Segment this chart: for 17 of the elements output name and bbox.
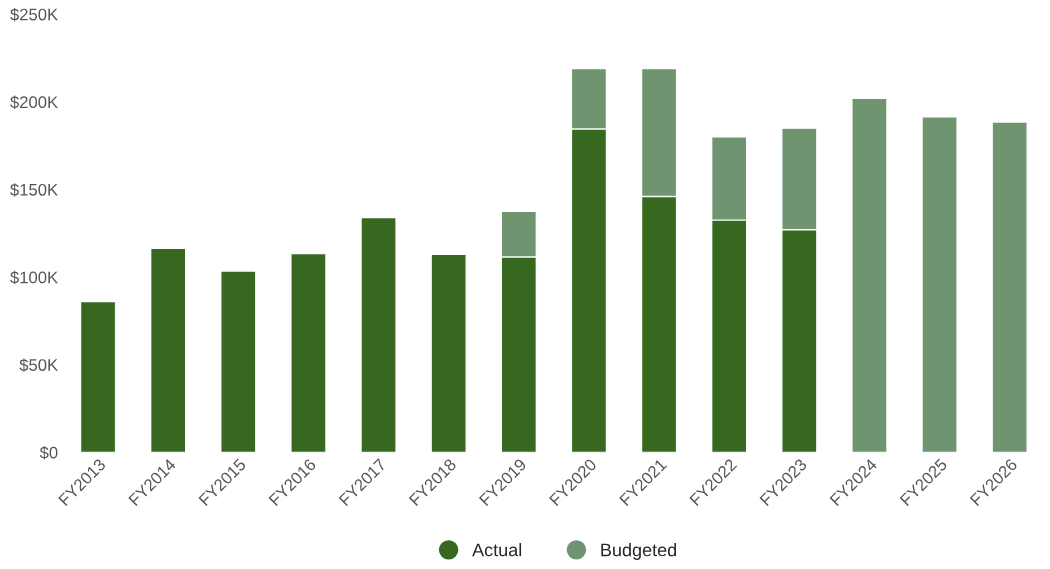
bar xyxy=(79,300,117,453)
bar xyxy=(430,253,467,453)
y-tick-label: $100K xyxy=(10,270,58,285)
bar xyxy=(991,121,1028,453)
legend-label: Budgeted xyxy=(601,543,677,560)
bar xyxy=(290,252,327,453)
bar xyxy=(851,97,888,453)
y-tick-label: $150K xyxy=(10,183,58,197)
y-tick-label: $200K xyxy=(10,95,58,110)
y-tick-label: $50K xyxy=(19,358,58,372)
bar xyxy=(220,270,257,453)
y-tick-label: $250K xyxy=(10,7,58,22)
bar xyxy=(149,247,187,453)
y-tick-label: $0 xyxy=(39,446,58,460)
bar xyxy=(921,116,958,453)
legend-label: Actual xyxy=(472,543,522,557)
bar xyxy=(360,216,397,453)
